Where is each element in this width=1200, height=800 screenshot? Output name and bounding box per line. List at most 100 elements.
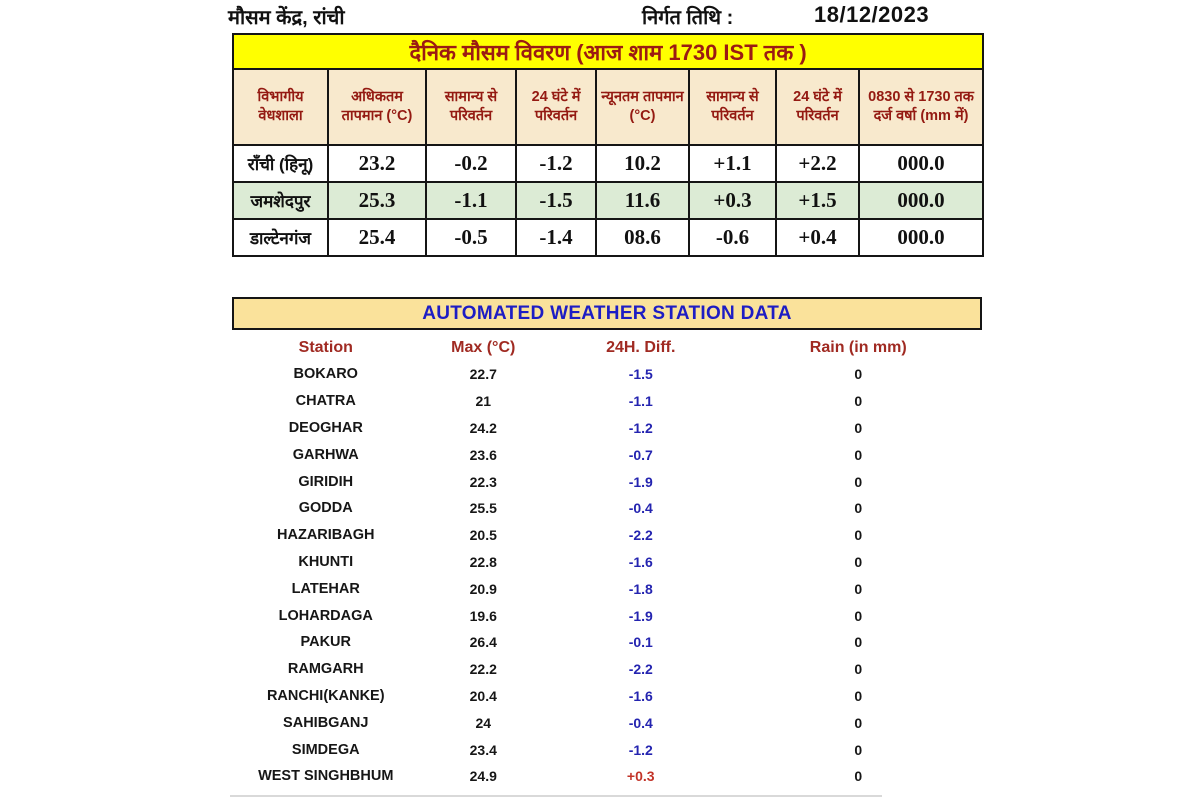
aws-max-cell: 22.8 [469,553,497,570]
aws-column-header-max: Max (°C) [451,338,516,356]
column-header-min-temp: न्यूनतम तापमान (°C) [595,68,690,146]
value-cell-min_normal_diff: +1.1 [688,144,777,183]
bottom-cutoff-line [230,795,882,797]
aws-diff-cell: -0.4 [628,714,653,731]
value-cell-max_24h_diff: -1.2 [515,144,597,183]
aws-rain-cell: 0 [854,473,863,490]
aws-table-row: DEOGHAR 24.2 -1.2 0 [232,415,982,442]
aws-max-cell: 23.4 [469,741,497,758]
value-cell-min: 10.2 [595,144,690,183]
value-cell-rain: 000.0 [857,218,985,257]
daily-table-title: दैनिक मौसम विवरण (आज शाम 1730 IST तक ) [231,33,985,70]
aws-table-row: WEST SINGHBHUM 24.9 +0.3 0 [232,763,982,790]
aws-diff-cell: -1.6 [628,553,653,570]
aws-rain-cell: 0 [854,661,863,678]
daily-table-title-row: दैनिक मौसम विवरण (आज शाम 1730 IST तक ) [231,33,985,70]
aws-diff-cell: -1.2 [628,741,653,758]
aws-diff-cell: -1.6 [628,687,653,704]
aws-station-cell: CHATRA [295,393,356,410]
aws-diff-cell: -0.4 [628,500,653,517]
aws-rain-cell: 0 [854,553,863,570]
aws-max-cell: 20.5 [469,527,497,544]
column-header-min-24h-diff: 24 घंटे में परिवर्तन [775,68,860,146]
aws-max-cell: 20.4 [469,687,497,704]
column-header-max-normal-diff: सामान्य से परिवर्तन [425,68,517,146]
aws-table-row: SIMDEGA 23.4 -1.2 0 [232,736,982,763]
value-cell-min_24h_diff: +1.5 [775,181,860,220]
aws-diff-cell: -1.8 [628,580,653,597]
column-header-rainfall: 0830 से 1730 तक दर्ज वर्षा (mm में) [857,68,985,146]
aws-station-cell: WEST SINGHBHUM [258,768,394,785]
aws-table-row: KHUNTI 22.8 -1.6 0 [232,549,982,576]
aws-diff-cell: -1.2 [628,419,653,436]
column-header-max-24h-diff: 24 घंटे में परिवर्तन [515,68,597,146]
value-cell-max: 23.2 [327,144,427,183]
aws-max-cell: 22.3 [469,473,497,490]
aws-table-row: LATEHAR 20.9 -1.8 0 [232,575,982,602]
aws-rain-cell: 0 [854,419,863,436]
aws-rain-cell: 0 [854,500,863,517]
value-cell-min_normal_diff: +0.3 [688,181,777,220]
daily-table-row: राँची (हिनू) 23.2 -0.2 -1.2 10.2 +1.1 +2.2 000.… [232,144,985,183]
aws-diff-cell: -1.9 [628,473,653,490]
aws-max-cell: 23.6 [469,446,497,463]
value-cell-max_normal_diff: -1.1 [425,181,517,220]
aws-rain-cell: 0 [854,527,863,544]
aws-diff-cell: -1.1 [628,393,653,410]
aws-column-header-diff: 24H. Diff. [606,338,676,356]
aws-station-cell: DEOGHAR [288,419,363,436]
value-cell-max_24h_diff: -1.5 [515,181,597,220]
value-cell-min: 08.6 [595,218,690,257]
aws-table-row: GODDA 25.5 -0.4 0 [232,495,982,522]
value-cell-max: 25.3 [327,181,427,220]
daily-table-row: जमशेदपुर 25.3 -1.1 -1.5 11.6 +0.3 +1.5 000.0 [232,181,985,220]
aws-diff-cell: -0.1 [628,634,653,651]
aws-rain-cell: 0 [854,687,863,704]
aws-station-cell: GODDA [298,500,353,517]
aws-max-cell: 25.5 [469,500,497,517]
aws-table-row: HAZARIBAGH 20.5 -2.2 0 [232,522,982,549]
value-cell-min_24h_diff: +0.4 [775,218,860,257]
value-cell-max_24h_diff: -1.4 [515,218,597,257]
aws-diff-cell: -0.7 [628,446,653,463]
station-name-cell: डाल्टेनगंज [232,218,329,257]
org-title: मौसम केंद्र, रांची [228,7,345,29]
aws-rain-cell: 0 [854,768,863,785]
aws-station-cell: RANCHI(KANKE) [266,687,385,704]
aws-title: AUTOMATED WEATHER STATION DATA [422,302,792,324]
aws-rain-cell: 0 [854,634,863,651]
aws-rain-cell: 0 [854,446,863,463]
aws-table-row: RAMGARH 22.2 -2.2 0 [232,656,982,683]
aws-station-cell: KHUNTI [298,553,354,570]
aws-station-cell: PAKUR [300,634,351,651]
aws-column-header-rain: Rain (in mm) [809,338,907,356]
aws-station-cell: LATEHAR [291,580,360,597]
aws-header-row: Station Max (°C) 24H. Diff. Rain (in mm) [232,334,982,361]
aws-max-cell: 24.9 [469,768,497,785]
aws-max-cell: 26.4 [469,634,497,651]
aws-table-row: LOHARDAGA 19.6 -1.9 0 [232,602,982,629]
issue-date-label: निर्गत तिथि : [642,7,734,29]
aws-table-row: PAKUR 26.4 -0.1 0 [232,629,982,656]
aws-station-cell: HAZARIBAGH [277,527,375,544]
aws-data-table: Station Max (°C) 24H. Diff. Rain (in mm)… [232,334,982,790]
daily-table-row: डाल्टेनगंज 25.4 -0.5 -1.4 08.6 -0.6 +0.4 000.0 [232,218,985,257]
aws-rain-cell: 0 [854,366,863,383]
station-name-cell: राँची (हिनू) [232,144,329,183]
aws-station-cell: GARHWA [292,446,359,463]
aws-diff-cell: +0.3 [626,768,655,785]
aws-table-row: CHATRA 21 -1.1 0 [232,388,982,415]
column-header-min-normal-diff: सामान्य से परिवर्तन [688,68,777,146]
aws-column-header-station: Station [298,338,353,356]
aws-max-cell: 19.6 [469,607,497,624]
aws-max-cell: 21 [475,393,492,410]
aws-max-cell: 24 [475,714,492,731]
aws-table-row: RANCHI(KANKE) 20.4 -1.6 0 [232,683,982,710]
aws-diff-cell: -1.9 [628,607,653,624]
value-cell-rain: 000.0 [857,144,985,183]
daily-table-header-row: विभागीय वेधशाला अधिकतम तापमान (°C) सामान… [232,68,985,146]
value-cell-min_normal_diff: -0.6 [688,218,777,257]
aws-station-cell: SIMDEGA [291,741,360,758]
aws-max-cell: 20.9 [469,580,497,597]
aws-diff-cell: -2.2 [628,661,653,678]
